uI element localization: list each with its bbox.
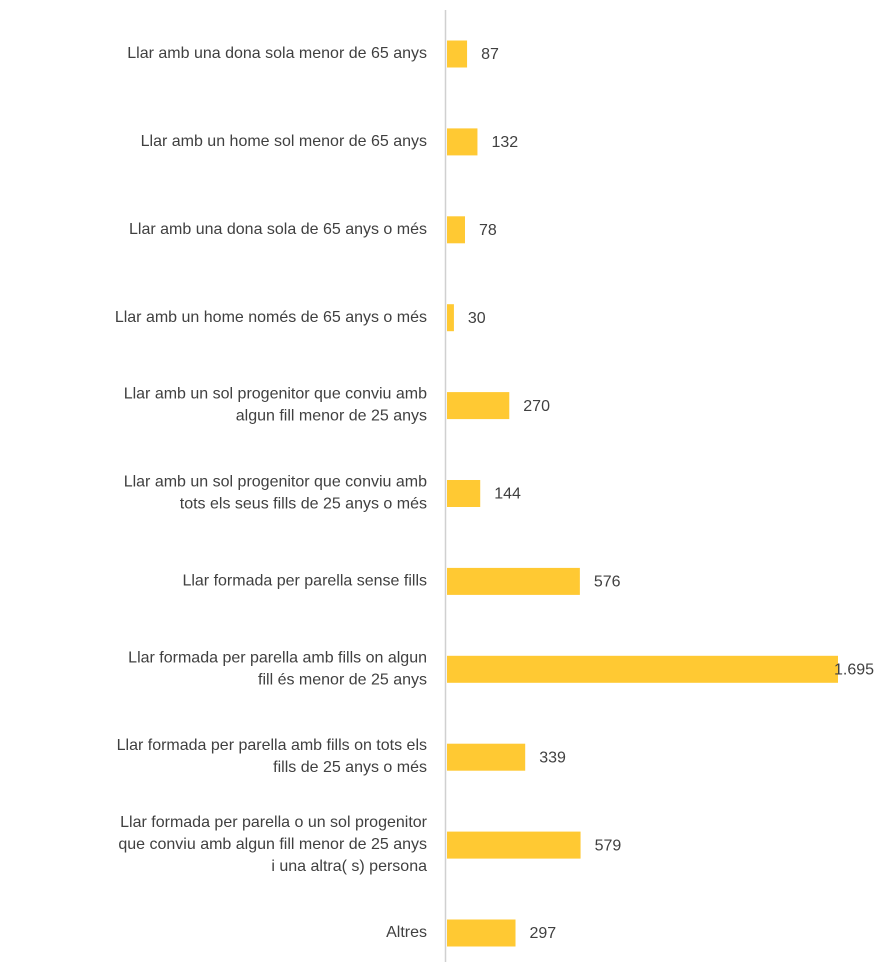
category-label: Llar amb un sol progenitor que conviu am… <box>124 386 427 425</box>
category-label: Llar formada per parella o un sol progen… <box>118 814 427 875</box>
bar <box>447 919 516 947</box>
value-label: 579 <box>595 837 622 854</box>
category-label: Llar formada per parella amb fills on to… <box>117 737 427 776</box>
bar <box>447 480 481 507</box>
value-label: 144 <box>494 486 521 503</box>
value-label: 87 <box>481 46 499 63</box>
value-label: 576 <box>594 574 621 591</box>
value-label: 270 <box>523 398 550 415</box>
value-label: 30 <box>468 310 486 327</box>
value-label: 132 <box>491 134 518 151</box>
bar <box>447 567 580 595</box>
category-label: Llar amb un home només de 65 anys o més <box>115 309 427 326</box>
category-label: Llar amb un sol progenitor que conviu am… <box>124 474 427 513</box>
value-label: 78 <box>479 222 497 239</box>
value-label: 297 <box>530 925 557 942</box>
category-label: Llar amb una dona sola menor de 65 anys <box>127 45 427 62</box>
category-label: Llar amb una dona sola de 65 anys o més <box>129 221 427 238</box>
bar <box>447 831 581 859</box>
category-label: Altres <box>386 924 427 941</box>
value-label: 339 <box>539 749 566 766</box>
category-label: Llar formada per parella sense fills <box>182 573 427 590</box>
bar <box>447 392 510 420</box>
category-label: Llar formada per parella amb fills on al… <box>128 650 427 689</box>
bar <box>447 655 838 683</box>
value-label: 1.695 <box>834 662 874 679</box>
bar <box>447 216 465 244</box>
bar <box>447 304 454 332</box>
category-label: Llar amb un home sol menor de 65 anys <box>141 133 427 150</box>
bar <box>447 40 468 68</box>
bar <box>447 743 526 771</box>
bar <box>447 128 478 156</box>
